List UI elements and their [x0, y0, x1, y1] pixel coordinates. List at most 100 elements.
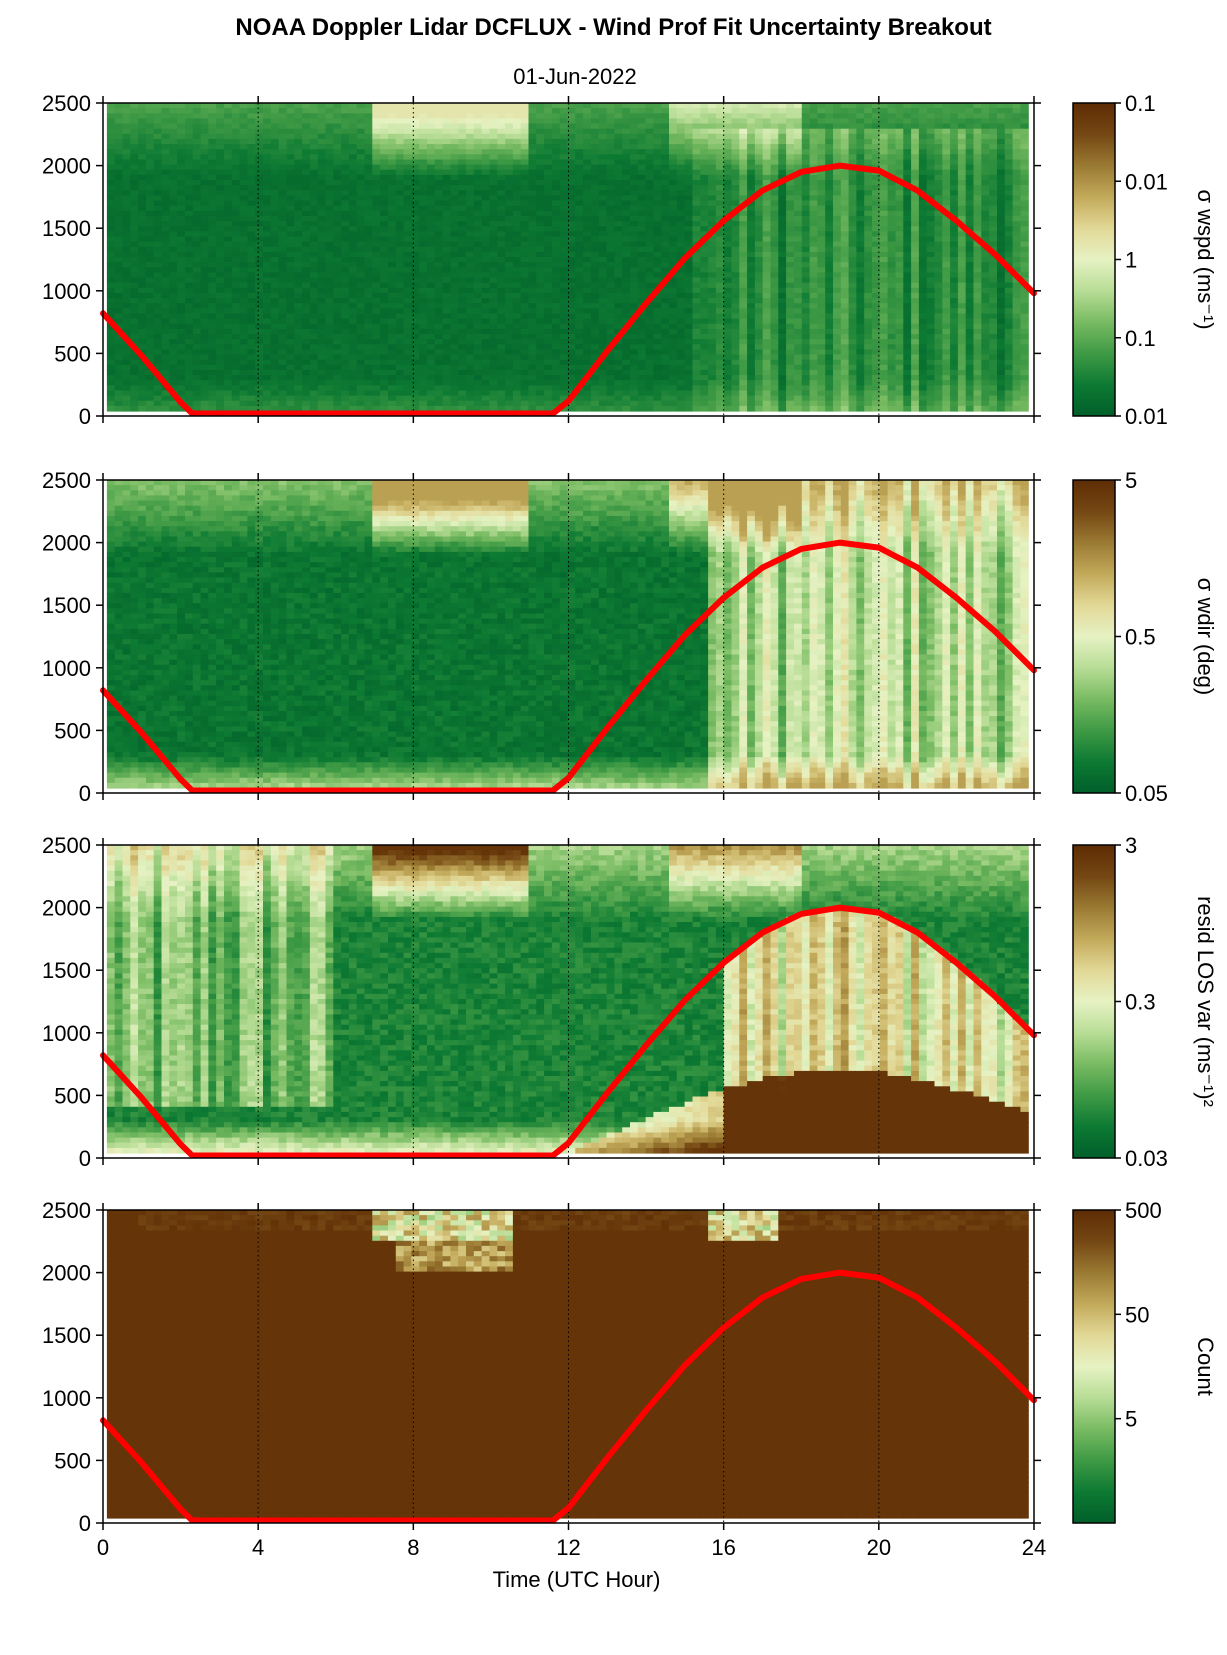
heatmap-cell: [122, 144, 131, 150]
heatmap-cell: [333, 267, 342, 273]
heatmap-cell: [153, 292, 163, 299]
heatmap-cell: [145, 103, 155, 109]
heatmap-cell: [614, 303, 623, 309]
heatmap-cell: [356, 215, 366, 222]
heatmap-cell: [333, 390, 342, 397]
heatmap-cell: [489, 390, 498, 397]
heatmap-cell: [536, 328, 545, 335]
heatmap-cell: [309, 308, 319, 314]
heatmap-cell: [567, 118, 576, 125]
heatmap-cell: [700, 257, 709, 263]
heatmap-cell: [192, 349, 202, 356]
heatmap-cell: [224, 308, 233, 314]
heatmap-cell: [630, 149, 639, 155]
heatmap-cell: [403, 221, 412, 227]
heatmap-cell: [505, 180, 514, 186]
heatmap-cell: [536, 313, 545, 320]
heatmap-cell: [598, 174, 608, 181]
heatmap-cell: [403, 303, 412, 309]
heatmap-cell: [224, 174, 233, 181]
heatmap-cell: [247, 405, 256, 412]
heatmap-cell: [263, 241, 272, 248]
heatmap-cell: [192, 334, 202, 340]
heatmap-cell: [427, 313, 436, 320]
heatmap-cell: [544, 138, 553, 145]
heatmap-cell: [700, 308, 709, 314]
heatmap-cell: [403, 298, 412, 304]
heatmap-cell: [591, 385, 600, 391]
heatmap-cell: [216, 159, 225, 166]
heatmap-cell: [419, 308, 428, 314]
heatmap-cell: [419, 272, 428, 279]
heatmap-cell: [739, 108, 748, 114]
heatmap-cell: [473, 277, 483, 284]
heatmap-cell: [669, 195, 678, 202]
heatmap-cell: [598, 180, 608, 186]
heatmap-cell: [497, 190, 506, 196]
heatmap-cell: [684, 323, 693, 330]
heatmap-cell: [653, 323, 662, 330]
heatmap-cell: [317, 128, 327, 135]
heatmap-cell: [497, 215, 506, 222]
heatmap-cell: [700, 339, 709, 345]
heatmap-cell: [388, 328, 397, 335]
heatmap-cell: [575, 277, 584, 284]
heatmap-cell: [450, 354, 459, 361]
heatmap-cell: [419, 390, 428, 397]
heatmap-cell: [442, 385, 451, 391]
heatmap-cell: [122, 185, 131, 191]
heatmap-cell: [161, 138, 170, 145]
heatmap-cell: [333, 251, 342, 258]
heatmap-cell: [700, 318, 709, 325]
heatmap-cell: [302, 190, 311, 196]
heatmap-cell: [395, 344, 405, 350]
heatmap-cell: [427, 144, 436, 150]
heatmap-cell: [622, 118, 631, 125]
heatmap-cell: [185, 308, 194, 314]
heatmap-cell: [278, 257, 287, 263]
heatmap-cell: [544, 323, 553, 330]
heatmap-cell: [309, 354, 319, 361]
heatmap-cell: [739, 323, 748, 330]
heatmap-cell: [559, 313, 569, 320]
heatmap-cell: [317, 390, 327, 397]
heatmap-cell: [520, 169, 530, 176]
heatmap-cell: [544, 318, 553, 325]
heatmap-cell: [325, 354, 334, 361]
heatmap-cell: [138, 180, 147, 186]
heatmap-cell: [505, 375, 514, 381]
heatmap-cell: [419, 364, 428, 371]
heatmap-cell: [145, 221, 155, 227]
heatmap-cell: [551, 128, 561, 135]
heatmap-cell: [676, 128, 686, 135]
heatmap-cell: [341, 118, 350, 125]
heatmap-cell: [130, 154, 139, 160]
heatmap-cell: [622, 159, 631, 166]
heatmap-cell: [473, 390, 483, 397]
heatmap-cell: [411, 133, 420, 140]
heatmap-cell: [481, 272, 490, 279]
heatmap-cell: [567, 323, 576, 330]
heatmap-cell: [645, 354, 654, 361]
heatmap-cell: [434, 164, 444, 171]
heatmap-cell: [411, 200, 420, 207]
heatmap-cell: [364, 385, 373, 391]
heatmap-cell: [270, 354, 280, 361]
heatmap-cell: [302, 128, 311, 135]
heatmap-cell: [302, 246, 311, 253]
heatmap-cell: [224, 359, 233, 366]
heatmap-cell: [169, 195, 178, 202]
heatmap-cell: [419, 180, 428, 186]
heatmap-cell: [458, 159, 467, 166]
heatmap-cell: [216, 339, 225, 345]
heatmap-cell: [341, 215, 350, 222]
heatmap-cell: [747, 231, 756, 237]
heatmap-cell: [645, 277, 654, 284]
heatmap-cell: [286, 328, 295, 335]
heatmap-cell: [341, 339, 350, 345]
heatmap-cell: [505, 400, 514, 407]
heatmap-cell: [247, 267, 256, 273]
heatmap-cell: [731, 236, 740, 243]
heatmap-cell: [169, 205, 178, 212]
heatmap-cell: [669, 138, 678, 145]
